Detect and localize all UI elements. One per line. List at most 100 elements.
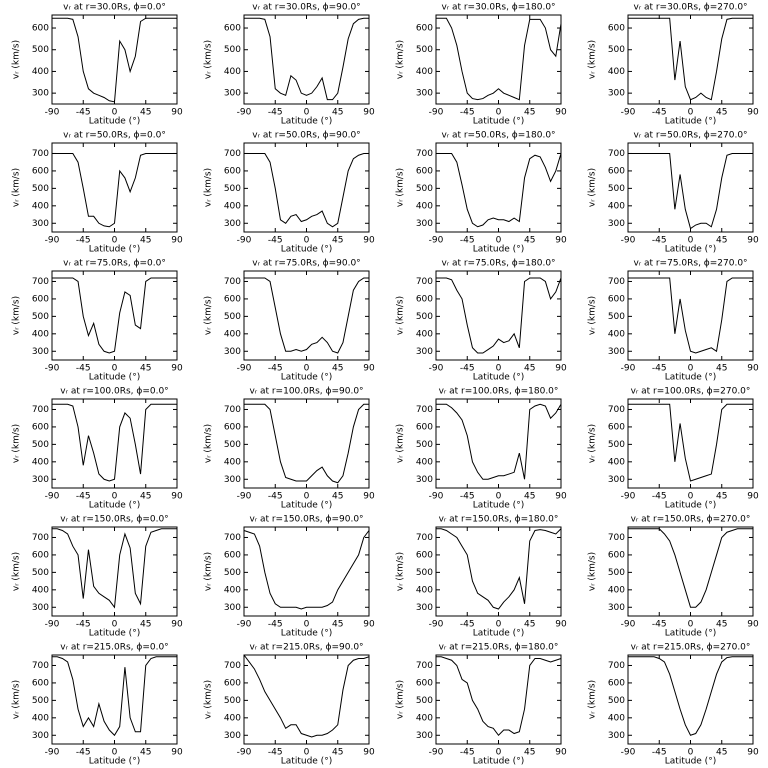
x-tick-label: 0 — [304, 620, 310, 630]
x-tick-label: 0 — [112, 108, 118, 118]
y-axis-label: vᵣ (km/s) — [588, 296, 598, 335]
x-tick-label: 0 — [112, 620, 118, 630]
y-tick-label: 600 — [416, 422, 433, 432]
data-line — [52, 152, 177, 228]
plot-frame — [51, 270, 178, 361]
y-tick-label: 700 — [416, 661, 433, 671]
y-tick-label: 500 — [32, 184, 49, 194]
x-tick-label: 0 — [304, 236, 310, 246]
plot-frame — [51, 14, 178, 105]
y-tick-label: 600 — [32, 166, 49, 176]
x-tick-label: 45 — [716, 236, 727, 246]
x-tick-label: 45 — [332, 748, 343, 758]
panel-title: vᵣ at r=50.0Rs, ϕ=90.0° — [252, 131, 360, 141]
y-tick-label: 400 — [416, 713, 433, 723]
data-line — [628, 656, 753, 736]
x-tick-label: -45 — [652, 364, 667, 374]
x-tick-label: -90 — [237, 748, 252, 758]
panel-title: vᵣ at r=100.0Rs, ϕ=180.0° — [439, 387, 559, 397]
y-tick-label: 300 — [608, 603, 625, 613]
y-tick-label: 700 — [608, 277, 625, 287]
y-tick-label: 500 — [416, 696, 433, 706]
y-axis-label: vᵣ (km/s) — [588, 552, 598, 591]
data-line — [52, 403, 177, 482]
x-axis-label: Latitude (°) — [281, 629, 332, 639]
x-tick-label: -45 — [652, 492, 667, 502]
y-tick-label: 700 — [32, 277, 49, 287]
plot-frame — [627, 14, 754, 105]
panel-title: vᵣ at r=30.0Rs, ϕ=0.0° — [63, 3, 166, 13]
y-tick-label: 700 — [416, 405, 433, 415]
x-tick-label: -45 — [460, 748, 475, 758]
y-axis-label: vᵣ (km/s) — [12, 296, 22, 335]
x-axis-label: Latitude (°) — [665, 757, 716, 767]
x-tick-label: -90 — [621, 492, 636, 502]
x-tick-label: 90 — [171, 748, 183, 758]
panel-title: vᵣ at r=215.0Rs, ϕ=0.0° — [60, 643, 168, 653]
x-tick-label: 90 — [747, 492, 759, 502]
x-tick-label: 0 — [304, 364, 310, 374]
y-axis-label: vᵣ (km/s) — [396, 296, 406, 335]
x-tick-label: -90 — [237, 620, 252, 630]
x-tick-label: 45 — [716, 492, 727, 502]
plot-frame — [243, 142, 370, 233]
y-tick-label: 500 — [608, 184, 625, 194]
y-tick-label: 300 — [32, 731, 49, 741]
x-tick-label: 90 — [555, 108, 567, 118]
panel-title: vᵣ at r=50.0Rs, ϕ=270.0° — [633, 131, 747, 141]
y-tick-label: 400 — [32, 67, 49, 77]
plot-frame — [243, 654, 370, 745]
x-axis-label: Latitude (°) — [473, 629, 524, 639]
y-tick-label: 700 — [224, 661, 241, 671]
y-tick-label: 500 — [32, 696, 49, 706]
y-tick-label: 500 — [416, 45, 433, 55]
panel-title: vᵣ at r=150.0Rs, ϕ=270.0° — [631, 515, 751, 525]
plot-frame — [243, 270, 370, 361]
x-axis-label: Latitude (°) — [473, 245, 524, 255]
x-tick-label: 90 — [555, 620, 567, 630]
y-tick-label: 600 — [416, 24, 433, 34]
x-tick-label: -45 — [76, 748, 91, 758]
x-tick-label: 0 — [688, 492, 694, 502]
x-tick-label: 90 — [171, 364, 183, 374]
y-tick-label: 400 — [608, 457, 625, 467]
x-tick-label: 90 — [171, 620, 183, 630]
y-tick-label: 500 — [224, 45, 241, 55]
plot-frame — [435, 270, 562, 361]
x-tick-label: 90 — [363, 108, 375, 118]
y-tick-label: 500 — [608, 45, 625, 55]
y-tick-label: 500 — [416, 312, 433, 322]
y-tick-label: 700 — [224, 149, 241, 159]
x-tick-label: -45 — [460, 364, 475, 374]
x-tick-label: 90 — [363, 620, 375, 630]
x-axis-label: Latitude (°) — [281, 757, 332, 767]
x-tick-label: 45 — [524, 236, 535, 246]
x-tick-label: 45 — [332, 620, 343, 630]
x-tick-label: -45 — [268, 108, 283, 118]
x-tick-label: -90 — [45, 748, 60, 758]
y-tick-label: 300 — [416, 219, 433, 229]
data-line — [243, 654, 370, 738]
x-tick-label: 90 — [747, 108, 759, 118]
x-tick-label: -45 — [268, 364, 283, 374]
y-tick-label: 600 — [32, 294, 49, 304]
x-tick-label: 0 — [112, 236, 118, 246]
y-tick-label: 700 — [32, 405, 49, 415]
x-tick-label: 0 — [304, 108, 310, 118]
x-tick-label: 0 — [688, 364, 694, 374]
data-line — [436, 656, 562, 737]
y-tick-label: 700 — [32, 661, 49, 671]
y-tick-label: 600 — [224, 678, 241, 688]
x-tick-label: 90 — [363, 364, 375, 374]
x-tick-label: -90 — [621, 236, 636, 246]
y-tick-label: 600 — [416, 550, 433, 560]
y-tick-label: 400 — [608, 329, 625, 339]
y-axis-label: vᵣ (km/s) — [204, 552, 214, 591]
x-tick-label: 45 — [524, 492, 535, 502]
x-tick-label: -45 — [652, 108, 667, 118]
x-tick-label: 45 — [140, 108, 151, 118]
x-tick-label: -90 — [237, 108, 252, 118]
x-tick-label: 45 — [524, 748, 535, 758]
data-line — [52, 17, 177, 103]
y-tick-label: 600 — [608, 294, 625, 304]
